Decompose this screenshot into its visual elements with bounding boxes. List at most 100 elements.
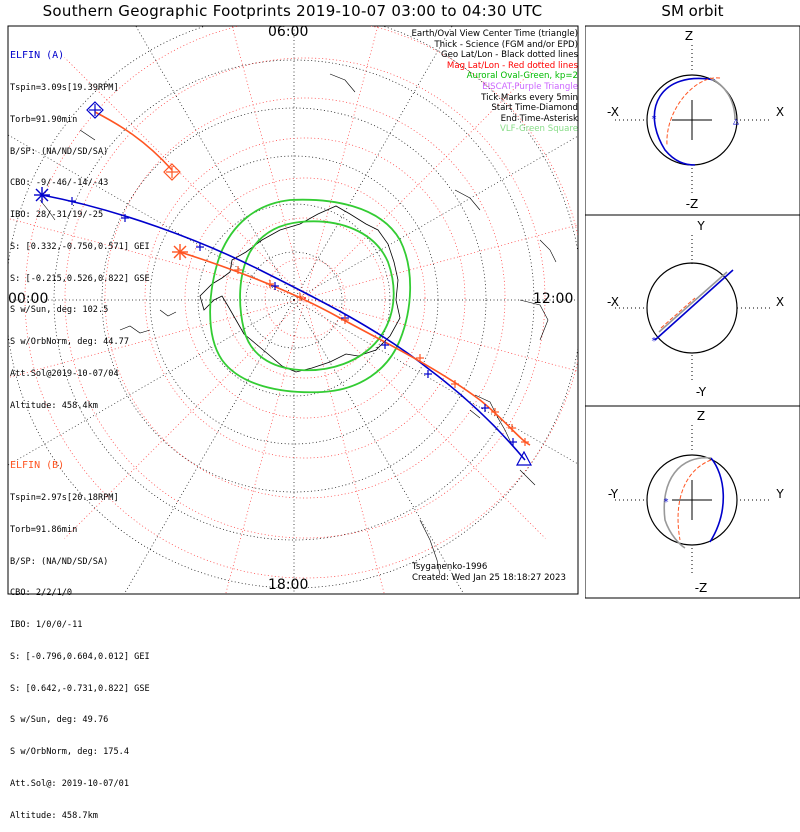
elfin-a-end-asterisk-icon [34,187,50,203]
elfin-b-info: ELFIN (B) Tspin=2.97s[20.18RPM] Torb=91.… [10,440,150,832]
orbit-b-path [660,297,696,329]
mag-longitude-line [64,57,306,299]
mag-latitude-circle [144,137,466,459]
elfin-a-line: CBO: -9/-46/-14/-43 [10,178,109,189]
orbit-a-marker-icon: * [663,497,669,508]
geo-latitude-circle [245,251,343,349]
orbit-trail [709,77,736,121]
tick-mark [234,266,242,274]
tick-mark [271,282,279,290]
time-label-left: 00:00 [8,291,49,307]
elfin-a-start-diamond-icon [86,101,104,119]
tick-mark [196,243,204,251]
sm-orbit-panels: * △ Z -Z -X X * Y -Y -X X * Z -Z - [585,25,800,599]
elfin-a-track [41,194,526,461]
axis-label-right: X [776,105,784,119]
page-title: Southern Geographic Footprints 2019-10-0… [42,2,543,20]
legend-item: VLF-Green Square [499,124,578,135]
mag-latitude-circle [224,217,386,379]
auroral-oval-outer [209,198,412,394]
mag-longitude-line [304,297,385,594]
mag-longitude-line [304,57,546,299]
orbit-a-marker-icon: * [651,114,657,125]
antarctica-coastline [199,205,401,373]
axis-label-bottom: -Z [686,197,699,211]
geo-longitude-line [293,299,578,465]
geo-grid [8,26,578,594]
orbit-a-path [654,269,734,341]
tick-mark [266,280,274,288]
model-credit: Tsyganenko-1996 [412,562,488,572]
footprint-map [7,25,579,595]
orbit-b-path [666,77,721,146]
axis-label-right: X [776,295,784,309]
orbit-trail [658,271,728,333]
credit-block: Tsyganenko-1996 Created: Wed Jan 25 18:1… [412,562,566,584]
elfin-a-line: S: [-0.215,0.526,0.822] GSE [10,273,150,284]
tick-mark [481,404,489,412]
elfin-a-line: S w/Sun, deg: 102.5 [10,305,109,316]
elfin-a-info: ELFIN (A) Tspin=3.09s[19.39RPM] Torb=91.… [10,30,150,422]
axis-label-left: -Y [608,487,619,501]
coastline-fragments [39,73,557,576]
orbit-a-marker-icon: * [651,336,657,347]
orbit-a-path [653,77,716,166]
geo-longitude-line [293,135,578,301]
elfin-b-line: S: [0.642,-0.731,0.822] GSE [10,683,150,694]
tick-mark [296,293,304,301]
time-label-bottom: 18:00 [268,577,309,593]
created-timestamp: Created: Wed Jan 25 18:18:27 2023 [412,573,566,583]
elfin-b-line: Torb=91.86min [10,524,78,535]
tick-mark [521,438,529,446]
geo-latitude-circle [197,203,391,397]
tick-mark [121,214,129,222]
orbit-panel-yz: * Z -Z -Y Y [608,409,784,595]
geo-longitude-line [135,26,295,301]
tick-mark [381,341,389,349]
legend-item: End Time-Asterisk [500,113,578,124]
mag-latitude-circle [184,177,426,419]
mag-longitude-line [8,218,306,299]
geo-longitude-line [293,26,453,301]
elfin-a-line: Att.Sol@2019-10-07/04 [10,369,119,379]
elfin-b-line: CBO: 2/2/1/0 [10,588,73,599]
elfin-a-name: ELFIN (A) [10,50,65,62]
orbit-a-path [709,457,725,543]
elfin-b-line: S w/Sun, deg: 49.76 [10,715,109,726]
auroral-oval-inner [239,220,395,372]
mag-grid [8,26,578,594]
elfin-b-line: IBO: 1/0/0/-11 [10,620,83,631]
geo-latitude-circle [101,107,487,493]
tick-mark [68,197,76,205]
map-legend: Earth/Oval View Center Time (triangle) T… [411,29,578,135]
legend-item: Start Time-Diamond [491,103,578,114]
elfin-b-start-diamond-icon [163,163,181,181]
mag-longitude-line [64,297,306,539]
tick-mark [509,438,517,446]
mag-longitude-line [304,26,379,299]
elfin-a-line: Altitude: 458.4km [10,400,98,411]
tick-mark [341,316,349,324]
geo-longitude-line [123,299,295,594]
mag-longitude-line [304,297,546,539]
elfin-b-line: Att.Sol@: 2019-10-07/01 [10,779,129,789]
elfin-a-line: B/SP: (NA/ND/SD/SA) [10,146,109,157]
legend-item: Mag Lat/Lon - Red dotted lines [446,60,578,71]
time-label-top: 06:00 [268,24,309,40]
elfin-b-line: Altitude: 458.7km [10,810,98,821]
view-center-triangle-icon: △ [733,116,739,127]
elfin-b-track [179,251,531,446]
elfin-b-line: Tspin=2.97s[20.18RPM] [10,492,119,503]
geo-longitude-line [293,299,465,594]
axis-label-top: Z [685,29,693,43]
axis-label-top: Z [697,409,705,423]
elfin-a-line: S w/OrbNorm, deg: 44.77 [10,337,129,348]
tick-mark [424,370,432,378]
legend-item: Earth/Oval View Center Time (triangle) [411,29,578,39]
elfin-a-line: IBO: 28/-31/19/-25 [10,210,104,221]
legend-item: Thick - Science (FGM and/or EPD) [434,39,578,50]
geo-longitude-line [8,134,295,301]
axis-label-left: -X [607,295,619,309]
elfin-b-end-asterisk-icon [172,244,188,260]
axis-label-bottom: -Z [695,581,708,595]
